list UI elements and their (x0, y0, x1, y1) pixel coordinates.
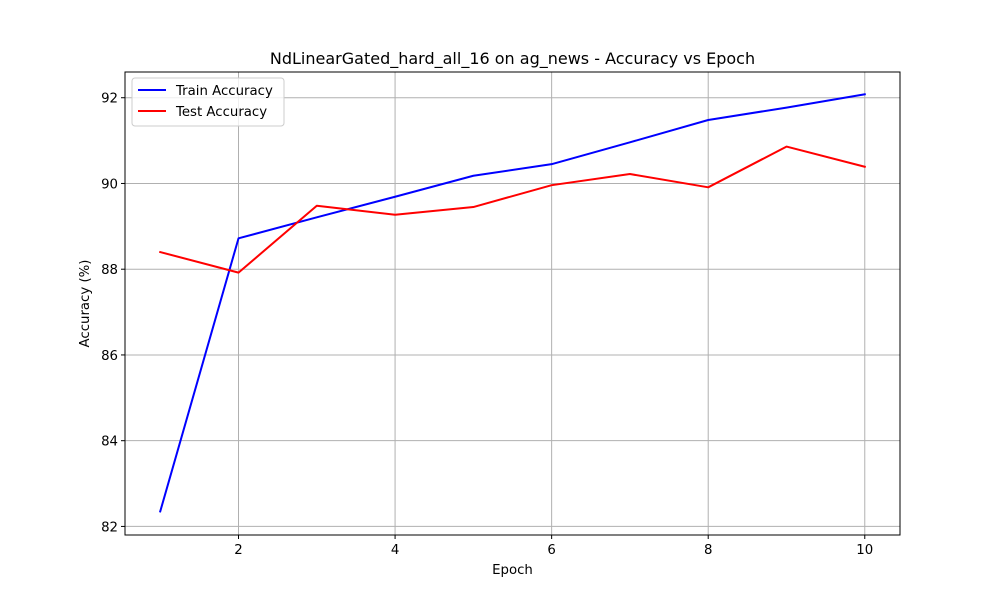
y-axis-label: Accuracy (%) (78, 260, 93, 348)
legend: Train Accuracy Test Accuracy (131, 77, 285, 127)
x-axis-label: Epoch (492, 563, 533, 578)
grid (125, 72, 900, 535)
x-tick-label: 2 (234, 543, 242, 558)
x-tick-label: 8 (704, 543, 712, 558)
series-group (158, 93, 866, 513)
axes-frame (124, 71, 901, 536)
series-line-train-accuracy (158, 93, 866, 513)
legend-box (131, 77, 285, 127)
x-tick-label: 6 (547, 543, 555, 558)
x-axis-ticks: 2 4 6 8 10 (234, 535, 873, 558)
legend-label-test-accuracy: Test Accuracy (175, 105, 267, 120)
x-tick-label: 4 (391, 543, 399, 558)
y-tick-label: 86 (101, 349, 118, 364)
y-tick-label: 92 (101, 92, 118, 107)
y-tick-label: 82 (101, 520, 118, 535)
chart-title: NdLinearGated_hard_all_16 on ag_news - A… (270, 49, 755, 69)
legend-label-train-accuracy: Train Accuracy (175, 84, 273, 99)
y-tick-label: 90 (101, 177, 118, 192)
x-tick-label: 10 (856, 543, 873, 558)
series-line-test-accuracy (159, 145, 866, 274)
y-axis-ticks: 82 84 86 88 90 92 (101, 92, 125, 535)
y-tick-label: 88 (101, 263, 118, 278)
y-tick-label: 84 (101, 435, 118, 450)
